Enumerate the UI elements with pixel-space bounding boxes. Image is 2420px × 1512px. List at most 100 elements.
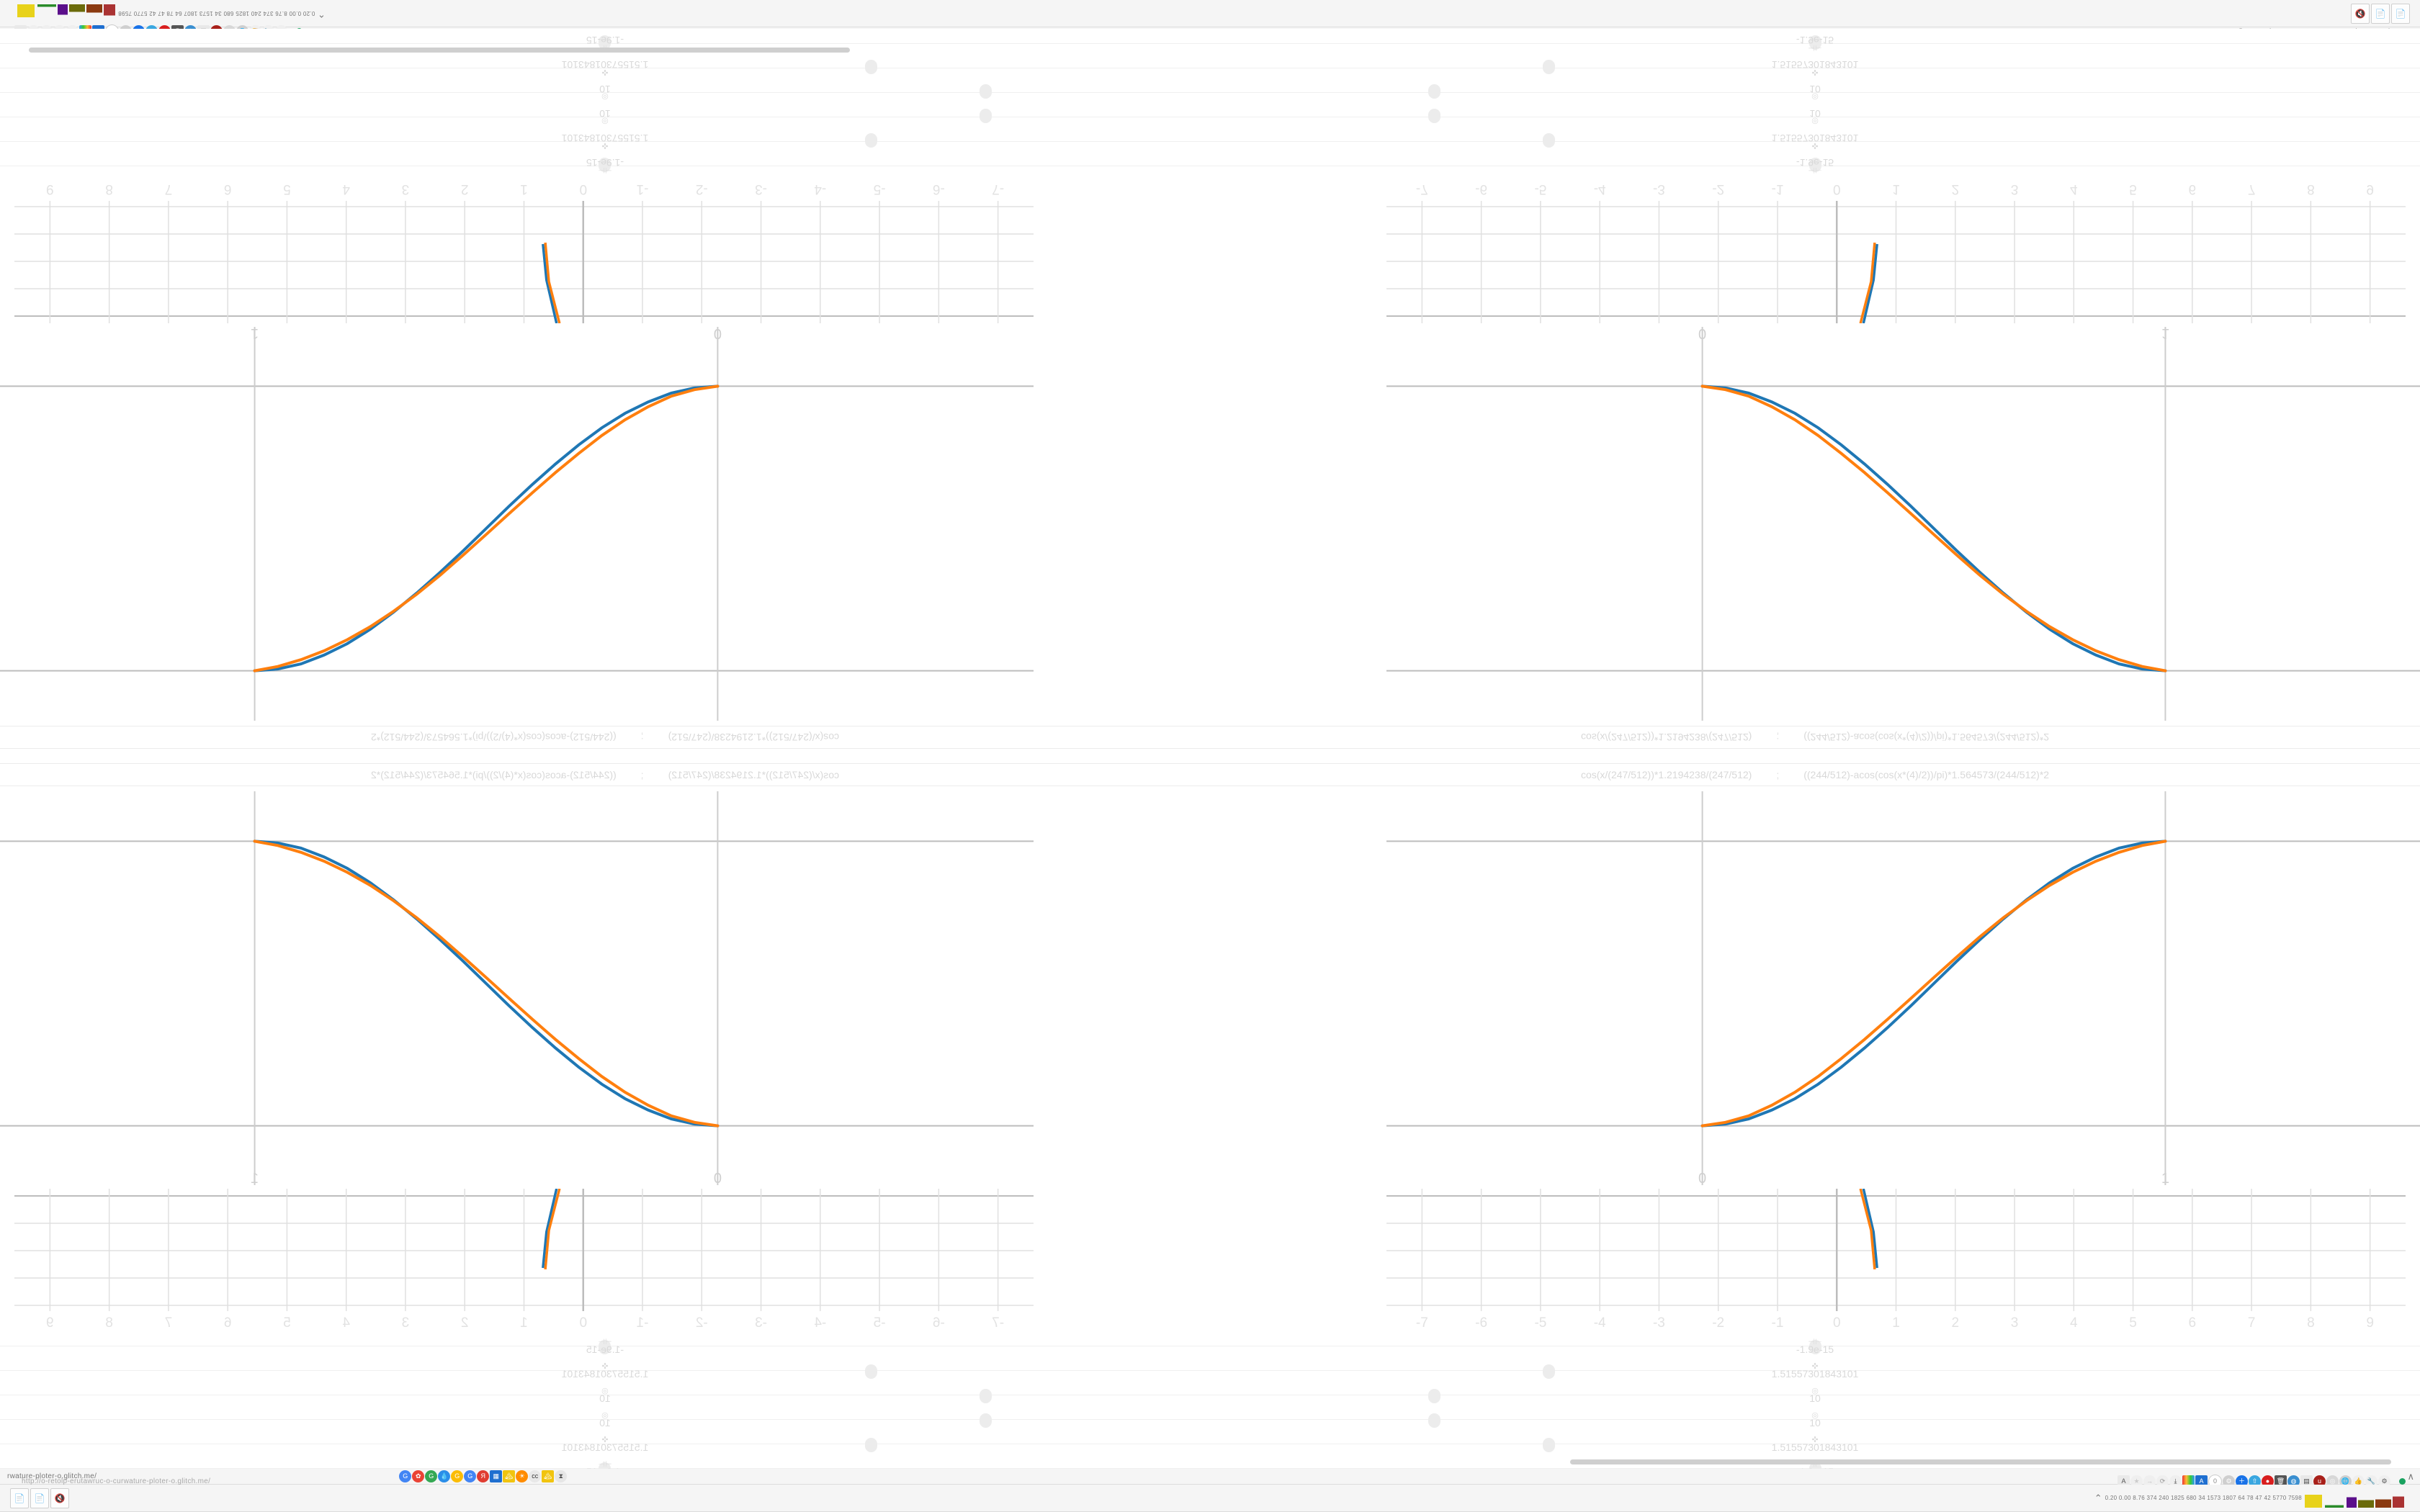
hourglass-icon[interactable]: ⧗: [555, 1470, 568, 1482]
slider-amplitude-2[interactable]: ✜ 1.51557301843101: [0, 56, 1210, 81]
slider-track[interactable]: [1210, 1370, 2420, 1371]
trash-icon[interactable]: 🗑: [2275, 1475, 2287, 1488]
cc-icon[interactable]: cc: [529, 1470, 542, 1482]
tab-button-strip-bottom[interactable]: 📄 📄 🔇: [10, 1488, 69, 1508]
color-icon[interactable]: ◍: [2287, 1475, 2300, 1488]
horizontal-scrollbar-bottom[interactable]: [1570, 1459, 2391, 1464]
ublock-icon[interactable]: u: [2313, 1475, 2326, 1488]
gear-icon[interactable]: ⚙: [2378, 1475, 2390, 1488]
url-text-bottom[interactable]: http://o-retolp-erutawruc-o-curwature-pl…: [22, 1477, 211, 1485]
record-icon[interactable]: ●: [2262, 1475, 2274, 1488]
slider-range-b[interactable]: ◎ 10: [1210, 1407, 2420, 1431]
rainbow-icon[interactable]: [2182, 1475, 2195, 1488]
slider-range-b[interactable]: ◎ 10: [0, 81, 1210, 105]
slider-range-a[interactable]: ◎ 10: [0, 105, 1210, 130]
slider-range-a[interactable]: ◎ 10: [1210, 1382, 2420, 1407]
g3-icon[interactable]: G: [451, 1470, 464, 1482]
slider-range-a[interactable]: ◎ 10: [0, 1382, 1210, 1407]
r-icon[interactable]: Я: [477, 1470, 490, 1482]
slider-amplitude[interactable]: ✜ 1.51557301843101: [1210, 1358, 2420, 1382]
slider-handle[interactable]: [1543, 60, 1556, 74]
tab-button-doc-1[interactable]: 📄: [2371, 3, 2390, 24]
reader-icon[interactable]: ▤: [2300, 1475, 2313, 1488]
download-icon[interactable]: ⤓: [2169, 1475, 2182, 1488]
slider-amplitude[interactable]: ✜ 1.51557301843101: [1210, 130, 2420, 154]
chevron-collapse-icon-bottom[interactable]: ∧: [2407, 1470, 2414, 1482]
flower-icon[interactable]: ✿: [412, 1470, 425, 1482]
slider-handle[interactable]: [980, 109, 992, 123]
slider-amplitude-2[interactable]: ✜ 1.51557301843101: [1210, 56, 2420, 81]
slider-drag-icon[interactable]: ◎: [1811, 1387, 1819, 1395]
thumbsup-icon[interactable]: 👍: [2352, 1475, 2365, 1488]
slider-handle[interactable]: [980, 1413, 992, 1428]
wrench-icon[interactable]: 🔧: [2365, 1475, 2378, 1488]
slider-stack[interactable]: ⊣⊢ -1.9e-15 ✜ 1.51557301843101 ◎ 10 ◎ 10 ✜ 1.5155…: [0, 1333, 1210, 1483]
slider-amplitude[interactable]: ✜ 1.51557301843101: [0, 1358, 1210, 1382]
extension-icon-row-bottom[interactable]: G ✿ G 💧 G G Я ▦ 🏔 ☀ cc 🏔 ⧗: [399, 1470, 568, 1482]
slider-handle[interactable]: [864, 1364, 877, 1379]
star-icon[interactable]: ★: [2130, 1475, 2143, 1488]
sun-icon[interactable]: ☀: [516, 1470, 529, 1482]
cog2-icon[interactable]: ⚙: [2223, 1475, 2235, 1488]
slider-handle[interactable]: [1543, 1364, 1556, 1379]
tab-button-mute[interactable]: 🔇: [50, 1488, 69, 1508]
slider-handle[interactable]: [980, 1389, 992, 1403]
image2-icon[interactable]: 🏔: [503, 1470, 516, 1482]
slider-epsilon-top[interactable]: ⊣⊢ -1.9e-15: [1210, 154, 2420, 179]
uparrow-icon[interactable]: ⇧: [2249, 1475, 2261, 1488]
slider-epsilon-top[interactable]: ⊣⊢ -1.9e-15: [0, 1333, 1210, 1358]
drop-icon[interactable]: 💧: [438, 1470, 451, 1482]
image-icon[interactable]: 🏔: [542, 1470, 555, 1482]
slider-drag-icon[interactable]: ✜: [1811, 1362, 1819, 1371]
slider-handle[interactable]: [864, 60, 877, 74]
toolbar-icon-row-bottom[interactable]: A ★ → ⟳ ⤓ A 0 ⚙ ＋ ⇧ ● 🗑 ◍ ▤ u ◎ 🌐 👍 🔧 ⚙: [2118, 1474, 2406, 1488]
formula-bar[interactable]: cos(x/(247/512))*1.2194238/(247/512) ; (…: [1210, 763, 2420, 786]
slider-handle[interactable]: [1428, 1413, 1440, 1428]
shield-icon[interactable]: ◎: [2326, 1475, 2339, 1488]
g4-icon[interactable]: G: [425, 1470, 438, 1482]
adblock-icon[interactable]: A: [2195, 1475, 2208, 1488]
horizontal-scrollbar-top[interactable]: [29, 48, 850, 53]
tab-button-strip[interactable]: 🔇 📄 📄: [2351, 3, 2410, 24]
slider-range-a[interactable]: ◎ 10: [1210, 105, 2420, 130]
tab-button-doc-2[interactable]: 📄: [10, 1488, 29, 1508]
slider-epsilon-top[interactable]: ⊣⊢ -1.9e-15: [1210, 1333, 2420, 1358]
slider-drag-icon[interactable]: ◎: [1811, 1411, 1819, 1420]
slider-amplitude-2[interactable]: ✜ 1.51557301843101: [0, 1431, 1210, 1456]
reload-icon[interactable]: ⟳: [2156, 1475, 2169, 1488]
slider-handle[interactable]: [1428, 84, 1440, 99]
plus-icon[interactable]: ＋: [2236, 1475, 2248, 1488]
tab-button-mute[interactable]: 🔇: [2351, 3, 2370, 24]
slider-range-b[interactable]: ◎ 10: [0, 1407, 1210, 1431]
formula-bar[interactable]: cos(x/(247/512))*1.2194238/(247/512) ; (…: [0, 763, 1210, 786]
globe-icon[interactable]: 🌐: [2339, 1475, 2352, 1488]
formula-bar[interactable]: cos(x/(247/512))*1.2194238/(247/512) ; (…: [0, 726, 1210, 749]
slider-stack[interactable]: ⊣⊢ -1.9e-15 ✜ 1.51557301843101 ◎ 10 ◎ 10 ✜ 1.5155…: [1210, 29, 2420, 179]
g5-icon[interactable]: G: [399, 1470, 412, 1482]
slider-amplitude[interactable]: ✜ 1.51557301843101: [0, 130, 1210, 154]
slider-epsilon-bot[interactable]: ⊣⊢-1.9e-15: [1210, 32, 2420, 56]
slider-handle[interactable]: [1543, 133, 1556, 148]
grid-icon[interactable]: ▦: [490, 1470, 503, 1482]
slider-handle[interactable]: [980, 84, 992, 99]
slider-drag-icon[interactable]: ⊣⊢: [1808, 1338, 1822, 1346]
slider-handle[interactable]: [864, 133, 877, 148]
g2-icon[interactable]: G: [464, 1470, 477, 1482]
slider-drag-icon[interactable]: ✜: [1811, 1436, 1819, 1444]
slider-handle[interactable]: [1543, 1438, 1556, 1452]
chevron-up-icon[interactable]: ⌃: [318, 8, 326, 19]
chevron-up-icon-bottom[interactable]: ⌃: [2094, 1492, 2102, 1503]
slider-track[interactable]: [1210, 1419, 2420, 1420]
slider-handle[interactable]: [1809, 1340, 1821, 1354]
tab-button-doc-1[interactable]: 📄: [30, 1488, 49, 1508]
slider-epsilon-top[interactable]: ⊣⊢ -1.9e-15: [0, 154, 1210, 179]
slider-handle[interactable]: [864, 1438, 877, 1452]
slider-amplitude-2[interactable]: ✜ 1.51557301843101: [1210, 1431, 2420, 1456]
slider-range-b[interactable]: ◎ 10: [1210, 81, 2420, 105]
formula-bar[interactable]: cos(x/(247/512))*1.2194238/(247/512) ; (…: [1210, 726, 2420, 749]
forward-icon[interactable]: →: [2143, 1475, 2156, 1488]
translate-icon[interactable]: A: [2118, 1475, 2130, 1488]
slider-handle[interactable]: [1428, 1389, 1440, 1403]
tab-button-doc-2[interactable]: 📄: [2391, 3, 2410, 24]
slider-handle[interactable]: [1428, 109, 1440, 123]
